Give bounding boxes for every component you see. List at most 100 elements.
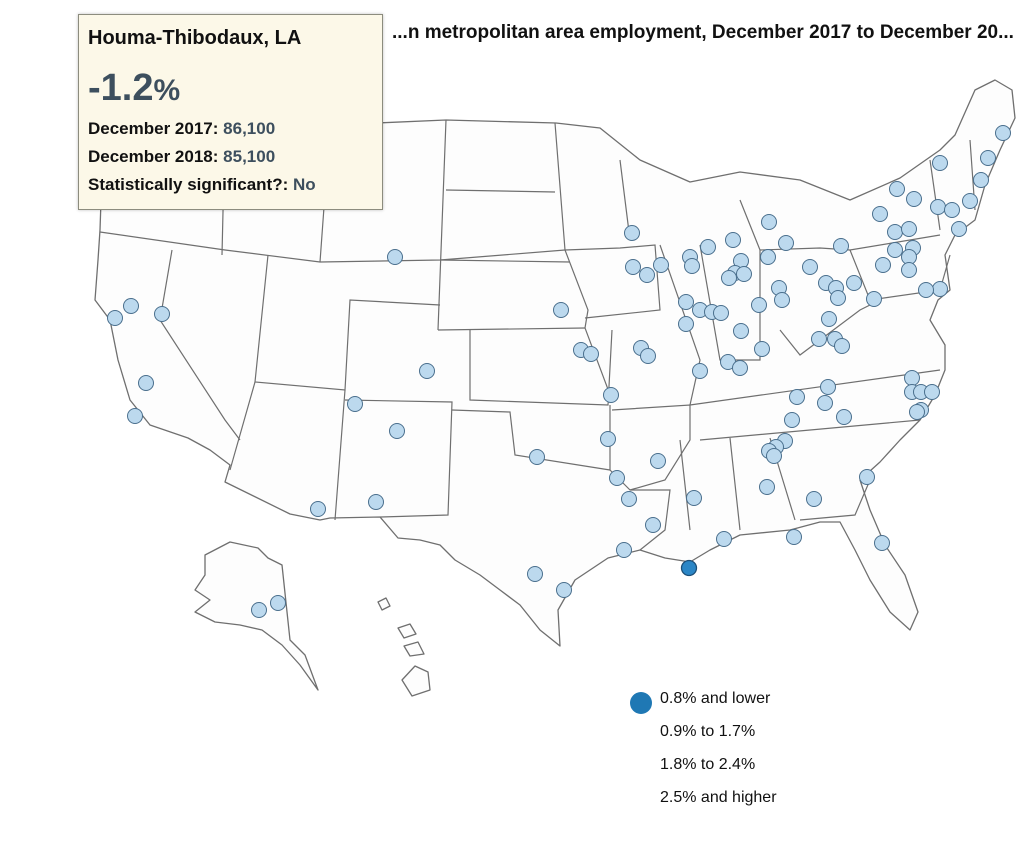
metro-marker[interactable] [527,566,543,582]
metro-marker[interactable] [924,384,940,400]
metro-marker[interactable] [583,346,599,362]
metro-marker[interactable] [836,409,852,425]
metro-marker[interactable] [761,214,777,230]
metro-marker[interactable] [310,501,326,517]
metro-marker[interactable] [138,375,154,391]
metro-marker[interactable] [962,193,978,209]
tooltip-row-value: 85,100 [223,147,276,166]
metro-marker[interactable] [834,338,850,354]
metro-marker[interactable] [639,267,655,283]
metro-marker-selected[interactable] [680,559,698,577]
metro-marker[interactable] [944,202,960,218]
tooltip-row-value: 86,100 [223,119,276,138]
metro-marker[interactable] [760,249,776,265]
metro-marker[interactable] [759,479,775,495]
metro-marker[interactable] [887,224,903,240]
metro-marker[interactable] [786,529,802,545]
metro-marker[interactable] [678,316,694,332]
metro-marker[interactable] [875,257,891,273]
tooltip-row-value: No [293,175,316,194]
metro-marker[interactable] [951,221,967,237]
metro-marker[interactable] [389,423,405,439]
metro-marker[interactable] [766,448,782,464]
metro-marker[interactable] [686,490,702,506]
metro-marker[interactable] [123,298,139,314]
metro-marker[interactable] [603,387,619,403]
metro-marker[interactable] [872,206,888,222]
metro-marker[interactable] [716,531,732,547]
metro-marker[interactable] [866,291,882,307]
metro-marker[interactable] [609,470,625,486]
legend-swatch [630,758,652,780]
metro-marker[interactable] [789,389,805,405]
metro-marker[interactable] [732,360,748,376]
metro-marker[interactable] [973,172,989,188]
metro-marker[interactable] [127,408,143,424]
metro-marker[interactable] [625,259,641,275]
metro-marker[interactable] [901,221,917,237]
metro-marker[interactable] [995,125,1011,141]
metro-marker[interactable] [347,396,363,412]
metro-marker[interactable] [725,232,741,248]
metro-marker[interactable] [154,306,170,322]
metro-marker[interactable] [889,181,905,197]
metro-marker[interactable] [556,582,572,598]
metro-marker[interactable] [419,363,435,379]
metro-marker[interactable] [624,225,640,241]
metro-marker[interactable] [932,155,948,171]
metro-marker[interactable] [721,270,737,286]
metro-marker[interactable] [684,258,700,274]
metro-marker[interactable] [107,310,123,326]
metro-marker[interactable] [846,275,862,291]
metro-marker[interactable] [778,235,794,251]
tooltip-row-label: December 2018: [88,147,219,166]
metro-marker[interactable] [678,294,694,310]
metro-marker[interactable] [387,249,403,265]
metro-marker[interactable] [733,323,749,339]
metro-marker[interactable] [251,602,267,618]
metro-marker[interactable] [901,262,917,278]
metro-marker[interactable] [713,305,729,321]
metro-marker[interactable] [906,191,922,207]
metro-marker[interactable] [621,491,637,507]
metro-marker[interactable] [930,199,946,215]
metro-marker[interactable] [874,535,890,551]
metro-marker[interactable] [751,297,767,313]
metro-marker[interactable] [904,370,920,386]
metro-marker[interactable] [650,453,666,469]
metro-marker[interactable] [616,542,632,558]
metro-marker[interactable] [802,259,818,275]
metro-marker[interactable] [980,150,996,166]
metro-marker[interactable] [784,412,800,428]
metro-marker[interactable] [918,282,934,298]
metro-marker[interactable] [932,281,948,297]
metro-marker[interactable] [692,363,708,379]
metro-marker[interactable] [754,341,770,357]
metro-marker[interactable] [270,595,286,611]
legend-swatch [630,692,652,714]
metro-marker[interactable] [887,242,903,258]
metro-marker[interactable] [817,395,833,411]
hawaii-island [401,665,431,697]
metro-marker[interactable] [774,292,790,308]
metro-marker[interactable] [640,348,656,364]
metro-marker[interactable] [529,449,545,465]
metro-marker[interactable] [645,517,661,533]
metro-marker[interactable] [830,290,846,306]
metro-marker[interactable] [821,311,837,327]
metro-marker[interactable] [820,379,836,395]
metro-marker[interactable] [909,404,925,420]
metro-marker[interactable] [859,469,875,485]
metro-marker[interactable] [653,257,669,273]
metro-marker[interactable] [833,238,849,254]
tooltip-change-value: -1.2 [88,67,154,109]
metro-marker[interactable] [811,331,827,347]
tooltip-row-dec2017: December 2017: 86,100 [88,115,382,143]
metro-marker[interactable] [806,491,822,507]
metro-marker[interactable] [600,431,616,447]
metro-marker[interactable] [736,266,752,282]
metro-marker[interactable] [553,302,569,318]
metro-marker[interactable] [700,239,716,255]
metro-marker[interactable] [368,494,384,510]
